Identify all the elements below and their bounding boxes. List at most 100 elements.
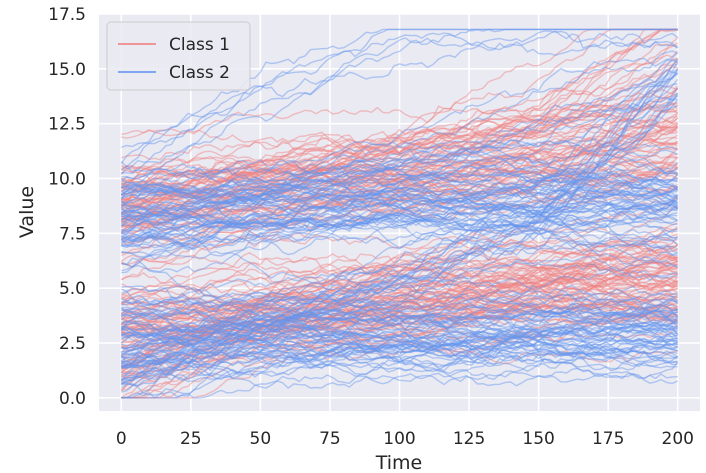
- series-line-class-2: [121, 322, 678, 371]
- series-line-class-2: [120, 205, 678, 230]
- series-line-class-1: [121, 45, 678, 197]
- legend-label-class-1: Class 1: [169, 35, 230, 55]
- series-line-class-2: [121, 165, 679, 241]
- series-line-class-1: [120, 257, 679, 373]
- series-line-class-1: [120, 195, 679, 372]
- series-line-class-2: [120, 327, 678, 382]
- series-line-class-1: [121, 324, 679, 399]
- series-line-class-1: [121, 292, 679, 340]
- series-line-class-1: [121, 253, 678, 281]
- series-line-class-2: [121, 199, 679, 250]
- series-line-class-1: [121, 285, 678, 343]
- series-line-class-1: [121, 299, 678, 331]
- series-line-class-2: [121, 323, 679, 348]
- series-line-class-2: [120, 177, 678, 223]
- series-line-class-1: [121, 126, 679, 206]
- series-line-class-2: [121, 311, 679, 339]
- series-line-class-2: [120, 198, 679, 239]
- series-line-class-2: [121, 321, 679, 358]
- series-line-class-1: [120, 270, 678, 332]
- series-line-class-1: [120, 153, 678, 370]
- series-line-class-2: [121, 59, 678, 387]
- series-line-class-2: [121, 290, 679, 314]
- series-line-class-2: [120, 199, 678, 254]
- series-line-class-1: [120, 268, 678, 326]
- series-line-class-2: [121, 30, 679, 189]
- series-line-class-1: [121, 166, 679, 191]
- series-line-class-2: [120, 37, 679, 164]
- series-line-class-2: [120, 172, 678, 200]
- series-line-class-2: [121, 68, 678, 272]
- series-line-class-1: [121, 87, 679, 254]
- series-line-class-1: [120, 274, 679, 366]
- series-line-class-1: [120, 262, 678, 313]
- series-line-class-1: [121, 313, 679, 354]
- series-line-class-2: [120, 139, 678, 196]
- series-line-class-2: [120, 306, 678, 385]
- series-line-class-2: [120, 338, 678, 376]
- series-line-class-2: [121, 28, 678, 149]
- series-line-class-1: [121, 300, 678, 334]
- series-line-class-1: [121, 234, 678, 256]
- series-line-class-2: [121, 319, 678, 345]
- series-line-class-1: [120, 66, 678, 223]
- x-tick-label: 175: [592, 429, 624, 449]
- series-line-class-2: [120, 50, 678, 209]
- series-line-class-2: [121, 299, 678, 365]
- series-line-class-1: [120, 57, 679, 263]
- series-line-class-1: [121, 172, 679, 242]
- series-line-class-2: [121, 68, 679, 399]
- series-line-class-2: [120, 156, 679, 227]
- series-line-class-2: [120, 188, 678, 244]
- series-line-class-1: [120, 279, 679, 337]
- series-line-class-1: [120, 125, 679, 190]
- series-line-class-2: [121, 182, 678, 239]
- series-line-class-1: [120, 253, 678, 297]
- series-line-class-2: [120, 334, 678, 364]
- series-line-class-2: [121, 162, 678, 242]
- series-line-class-2: [121, 92, 679, 266]
- series-line-class-1: [121, 284, 678, 399]
- series-line-class-2: [121, 325, 678, 362]
- series-line-class-1: [121, 117, 679, 266]
- series-line-class-1: [121, 165, 679, 235]
- series-line-class-1: [121, 116, 678, 201]
- series-line-class-1: [121, 28, 678, 240]
- series-line-class-1: [120, 156, 678, 190]
- series-line-class-1: [120, 302, 678, 334]
- series-line-class-2: [121, 288, 678, 354]
- series-line-class-1: [121, 118, 678, 215]
- x-tick-label: 25: [180, 429, 202, 449]
- series-line-class-1: [121, 136, 678, 204]
- series-line-class-2: [120, 314, 678, 364]
- series-line-class-1: [121, 252, 678, 362]
- series-line-class-1: [120, 103, 678, 177]
- series-line-class-2: [120, 168, 679, 217]
- series-line-class-1: [120, 167, 678, 208]
- series-line-class-1: [121, 110, 678, 155]
- series-line-class-1: [121, 179, 679, 221]
- series-line-class-2: [121, 285, 678, 325]
- series-line-class-1: [121, 103, 678, 188]
- series-line-class-2: [120, 61, 679, 365]
- series-line-class-2: [121, 305, 679, 356]
- series-line-class-2: [121, 259, 679, 303]
- series-line-class-2: [121, 165, 679, 205]
- series-line-class-1: [121, 251, 678, 391]
- series-line-class-1: [121, 126, 679, 180]
- series-line-class-1: [121, 252, 678, 314]
- series-line-class-1: [121, 301, 678, 338]
- series-line-class-2: [121, 294, 678, 350]
- series-line-class-2: [120, 299, 679, 330]
- series-line-class-2: [121, 319, 678, 363]
- series-line-class-1: [121, 267, 679, 319]
- series-line-class-1: [120, 85, 679, 269]
- series-line-class-2: [121, 332, 678, 361]
- series-line-class-1: [121, 312, 678, 363]
- series-line-class-2: [120, 175, 678, 215]
- series-line-class-1: [120, 104, 679, 193]
- series-line-class-1: [121, 176, 679, 223]
- series-line-class-1: [121, 166, 678, 219]
- series-line-class-2: [121, 194, 678, 233]
- series-line-class-2: [121, 52, 679, 385]
